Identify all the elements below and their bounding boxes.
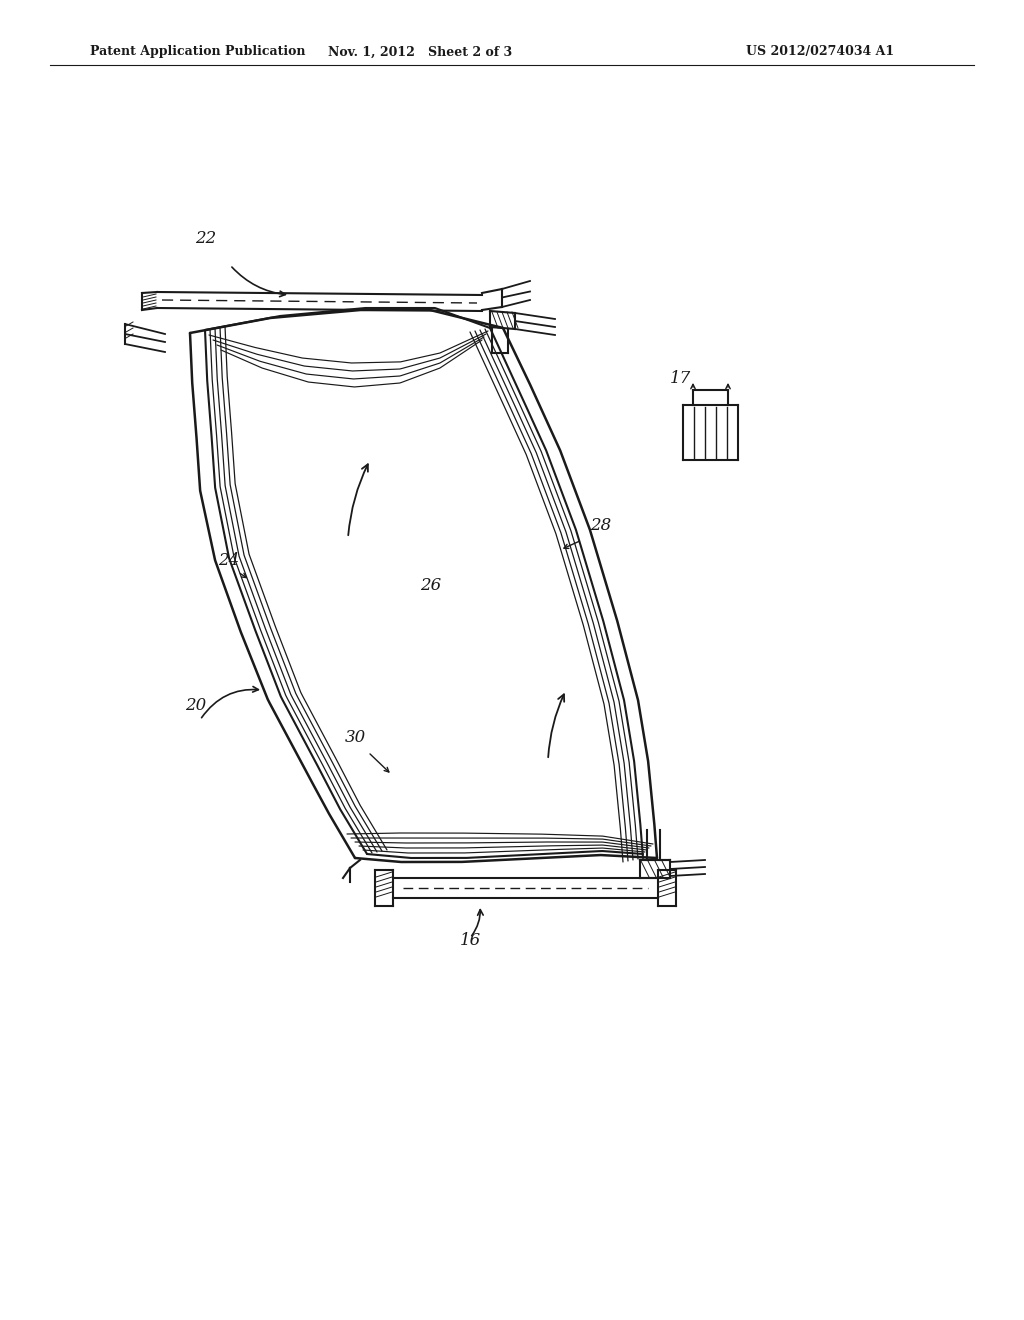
Text: Nov. 1, 2012   Sheet 2 of 3: Nov. 1, 2012 Sheet 2 of 3 xyxy=(328,45,512,58)
Text: US 2012/0274034 A1: US 2012/0274034 A1 xyxy=(745,45,894,58)
Text: 26: 26 xyxy=(420,577,441,594)
Text: 28: 28 xyxy=(590,517,611,535)
Text: 20: 20 xyxy=(185,697,206,714)
Text: Patent Application Publication: Patent Application Publication xyxy=(90,45,305,58)
Text: 17: 17 xyxy=(670,370,691,387)
Text: 16: 16 xyxy=(460,932,481,949)
Text: 30: 30 xyxy=(345,729,367,746)
Text: 22: 22 xyxy=(195,230,216,247)
Text: 24: 24 xyxy=(218,552,240,569)
